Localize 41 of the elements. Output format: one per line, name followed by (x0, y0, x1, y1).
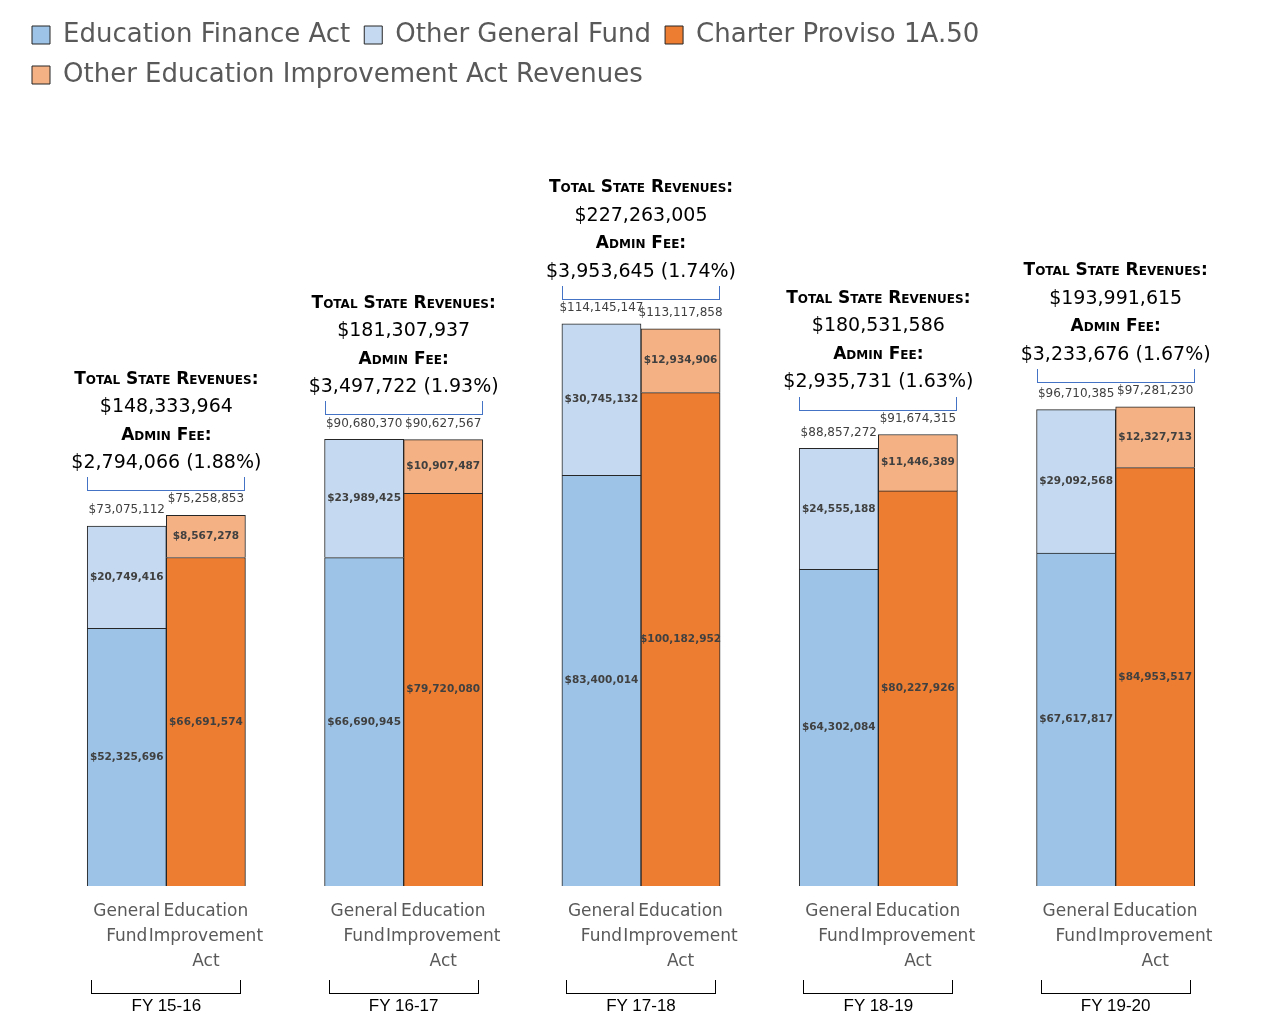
data-label: $66,691,574 (169, 714, 243, 727)
total-label: $90,627,567 (405, 415, 482, 430)
data-label: $83,400,014 (564, 673, 639, 686)
annotation: Total State Revenues: $148,333,964 Admin Fee: $2,794,066 (1.88%) (71, 367, 262, 473)
data-label: $30,745,132 (564, 392, 639, 405)
text: Total State Revenues: $227,263,005 Admin Fee: $3,953,645 (1.74%) (545, 176, 737, 281)
total-label: $73,075,112 (88, 502, 165, 517)
data-label: $52,325,696 (89, 749, 164, 762)
text: FY 18-19 (843, 995, 914, 1015)
total-label: $96,710,385 (1037, 385, 1115, 400)
legend-label: Education Finance Act (63, 17, 351, 48)
annotation: Total State Revenues: $181,307,937 Admin Fee: $3,497,722 (1.93%) (308, 291, 499, 397)
text: FY 19-20 (1080, 995, 1151, 1015)
total-label: $97,281,230 (1117, 383, 1194, 398)
data-label: $79,720,080 (406, 682, 481, 695)
annotation: Total State Revenues: $180,531,586 Admin Fee: $2,935,731 (1.63%) (783, 286, 974, 392)
legend-label: Charter Proviso 1A.50 (696, 17, 980, 48)
data-label: $67,617,817 (1039, 712, 1113, 725)
total-label: $75,258,853 (167, 491, 245, 506)
data-label: $84,953,517 (1118, 669, 1193, 682)
text: FY 16-17 (368, 995, 439, 1015)
data-label: $12,327,713 (1118, 429, 1193, 442)
legend-label: Other Education Improvement Act Revenues (63, 57, 643, 88)
text: FY 17-18 (606, 995, 676, 1015)
data-label: $29,092,568 (1039, 474, 1113, 487)
data-label: $12,934,906 (643, 353, 718, 366)
data-label: $64,302,084 (801, 720, 876, 733)
total-label: $90,680,370 (325, 415, 403, 430)
annotation: Total State Revenues: $193,991,615 Admin Fee: $3,233,676 (1.67%) (1020, 259, 1211, 364)
data-label: $24,555,188 (801, 501, 876, 514)
data-label: $80,227,926 (881, 681, 955, 694)
legend-label: Other General Fund (395, 17, 652, 48)
data-label: $10,907,487 (406, 459, 481, 472)
data-label: $8,567,278 (172, 529, 240, 542)
data-label: $20,749,416 (89, 569, 164, 582)
data-label: $23,989,425 (327, 491, 401, 504)
total-label: $91,674,315 (879, 410, 957, 425)
data-label: $11,446,389 (881, 455, 955, 468)
text: FY 15-16 (131, 995, 202, 1015)
total-label: $88,857,272 (800, 424, 877, 439)
data-label: $66,690,945 (327, 714, 401, 727)
